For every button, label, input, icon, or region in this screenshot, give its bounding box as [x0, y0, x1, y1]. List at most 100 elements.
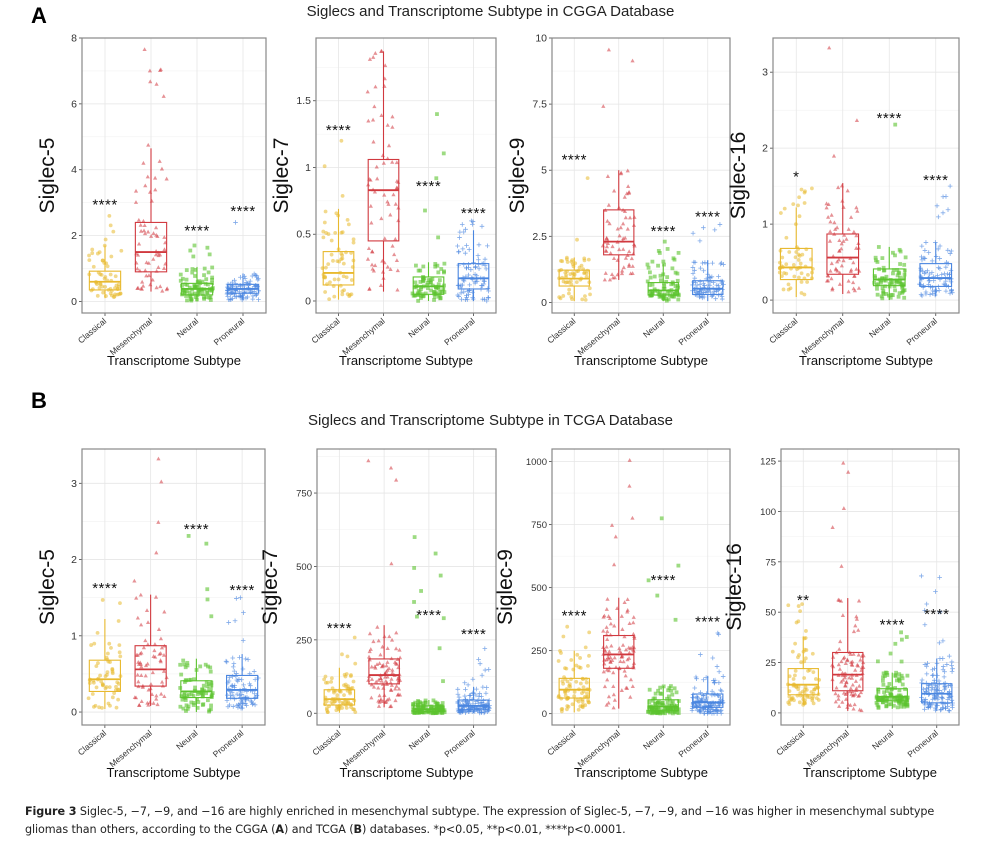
- data-point: [708, 289, 713, 295]
- data-point: [224, 698, 230, 703]
- data-point: [323, 290, 328, 294]
- data-point: [200, 703, 205, 707]
- data-point: [256, 675, 261, 681]
- data-point: [799, 280, 804, 284]
- data-point: [208, 295, 213, 299]
- data-point: [119, 248, 124, 253]
- data-point: [412, 285, 417, 290]
- data-point: [799, 187, 804, 192]
- data-point: [434, 176, 439, 181]
- data-point: [830, 286, 835, 291]
- data-point: [441, 616, 446, 621]
- data-point: [154, 232, 159, 237]
- significance-label: ****: [184, 223, 209, 240]
- data-point: [586, 257, 591, 262]
- data-point: [630, 515, 635, 520]
- data-point: [898, 696, 903, 701]
- data-point: [466, 292, 471, 297]
- data-point: [483, 690, 489, 696]
- data-point: [798, 609, 803, 614]
- data-point: [180, 276, 185, 281]
- data-point: [144, 273, 149, 278]
- data-point: [853, 691, 858, 696]
- data-point: [949, 702, 955, 708]
- data-point: [385, 660, 390, 664]
- data-point: [430, 711, 435, 716]
- data-point: [919, 254, 924, 260]
- data-point: [182, 693, 187, 697]
- data-point: [625, 226, 630, 231]
- data-point: [477, 661, 483, 667]
- data-point: [880, 286, 885, 291]
- data-point: [662, 239, 667, 244]
- data-point: [250, 293, 256, 299]
- data-point: [881, 678, 885, 683]
- data-point: [610, 658, 615, 663]
- data-point: [474, 686, 479, 692]
- plot-frame: [551, 37, 731, 314]
- data-point: [884, 292, 889, 296]
- data-point: [234, 294, 239, 300]
- data-point: [896, 700, 901, 705]
- data-point: [669, 294, 674, 298]
- data-point: [160, 288, 165, 293]
- data-point: [845, 657, 850, 662]
- data-point: [601, 614, 606, 619]
- data-point: [858, 690, 864, 695]
- y-axis-label: Siglec-5: [36, 138, 59, 214]
- data-point: [586, 663, 590, 668]
- data-point: [657, 294, 662, 299]
- data-point: [856, 286, 862, 290]
- data-point: [876, 282, 881, 286]
- data-point: [648, 706, 653, 711]
- data-point: [786, 282, 791, 287]
- data-point: [922, 256, 928, 261]
- data-point: [839, 659, 844, 664]
- data-point: [664, 279, 669, 284]
- data-point: [393, 201, 398, 206]
- data-point: [623, 647, 629, 652]
- data-point: [230, 693, 236, 699]
- data-point: [846, 289, 851, 294]
- data-point: [798, 261, 803, 266]
- data-point: [561, 279, 566, 284]
- data-point: [619, 688, 624, 692]
- data-point: [247, 278, 253, 284]
- data-point: [787, 702, 792, 706]
- data-point: [675, 271, 680, 276]
- x-tick-label: Proneural: [442, 728, 477, 759]
- data-point: [208, 665, 213, 670]
- data-point: [395, 185, 400, 190]
- data-point: [838, 639, 843, 644]
- data-point: [569, 282, 574, 287]
- y-tick-label: 25: [765, 658, 776, 669]
- data-point: [373, 51, 378, 55]
- data-point: [702, 710, 707, 716]
- significance-label: ****: [651, 572, 676, 589]
- data-point: [463, 710, 468, 715]
- y-tick-label: 500: [296, 562, 312, 573]
- data-point: [622, 668, 627, 673]
- data-point: [111, 295, 116, 300]
- data-point: [837, 666, 843, 671]
- data-point: [475, 253, 481, 258]
- data-point: [897, 291, 902, 296]
- data-point: [105, 651, 110, 656]
- data-point: [645, 262, 650, 267]
- data-point: [720, 674, 726, 679]
- data-point: [197, 279, 202, 284]
- data-point: [584, 271, 589, 276]
- data-point: [936, 214, 941, 220]
- significance-label: ****: [229, 582, 254, 599]
- data-point: [829, 212, 834, 217]
- data-point: [184, 268, 189, 273]
- data-point: [410, 291, 415, 296]
- data-point: [442, 290, 447, 295]
- data-point: [207, 708, 212, 713]
- data-point: [876, 245, 881, 249]
- data-point: [605, 218, 610, 223]
- data-point: [937, 243, 943, 249]
- data-point: [387, 634, 392, 639]
- data-point: [332, 699, 337, 704]
- data-point: [886, 685, 891, 690]
